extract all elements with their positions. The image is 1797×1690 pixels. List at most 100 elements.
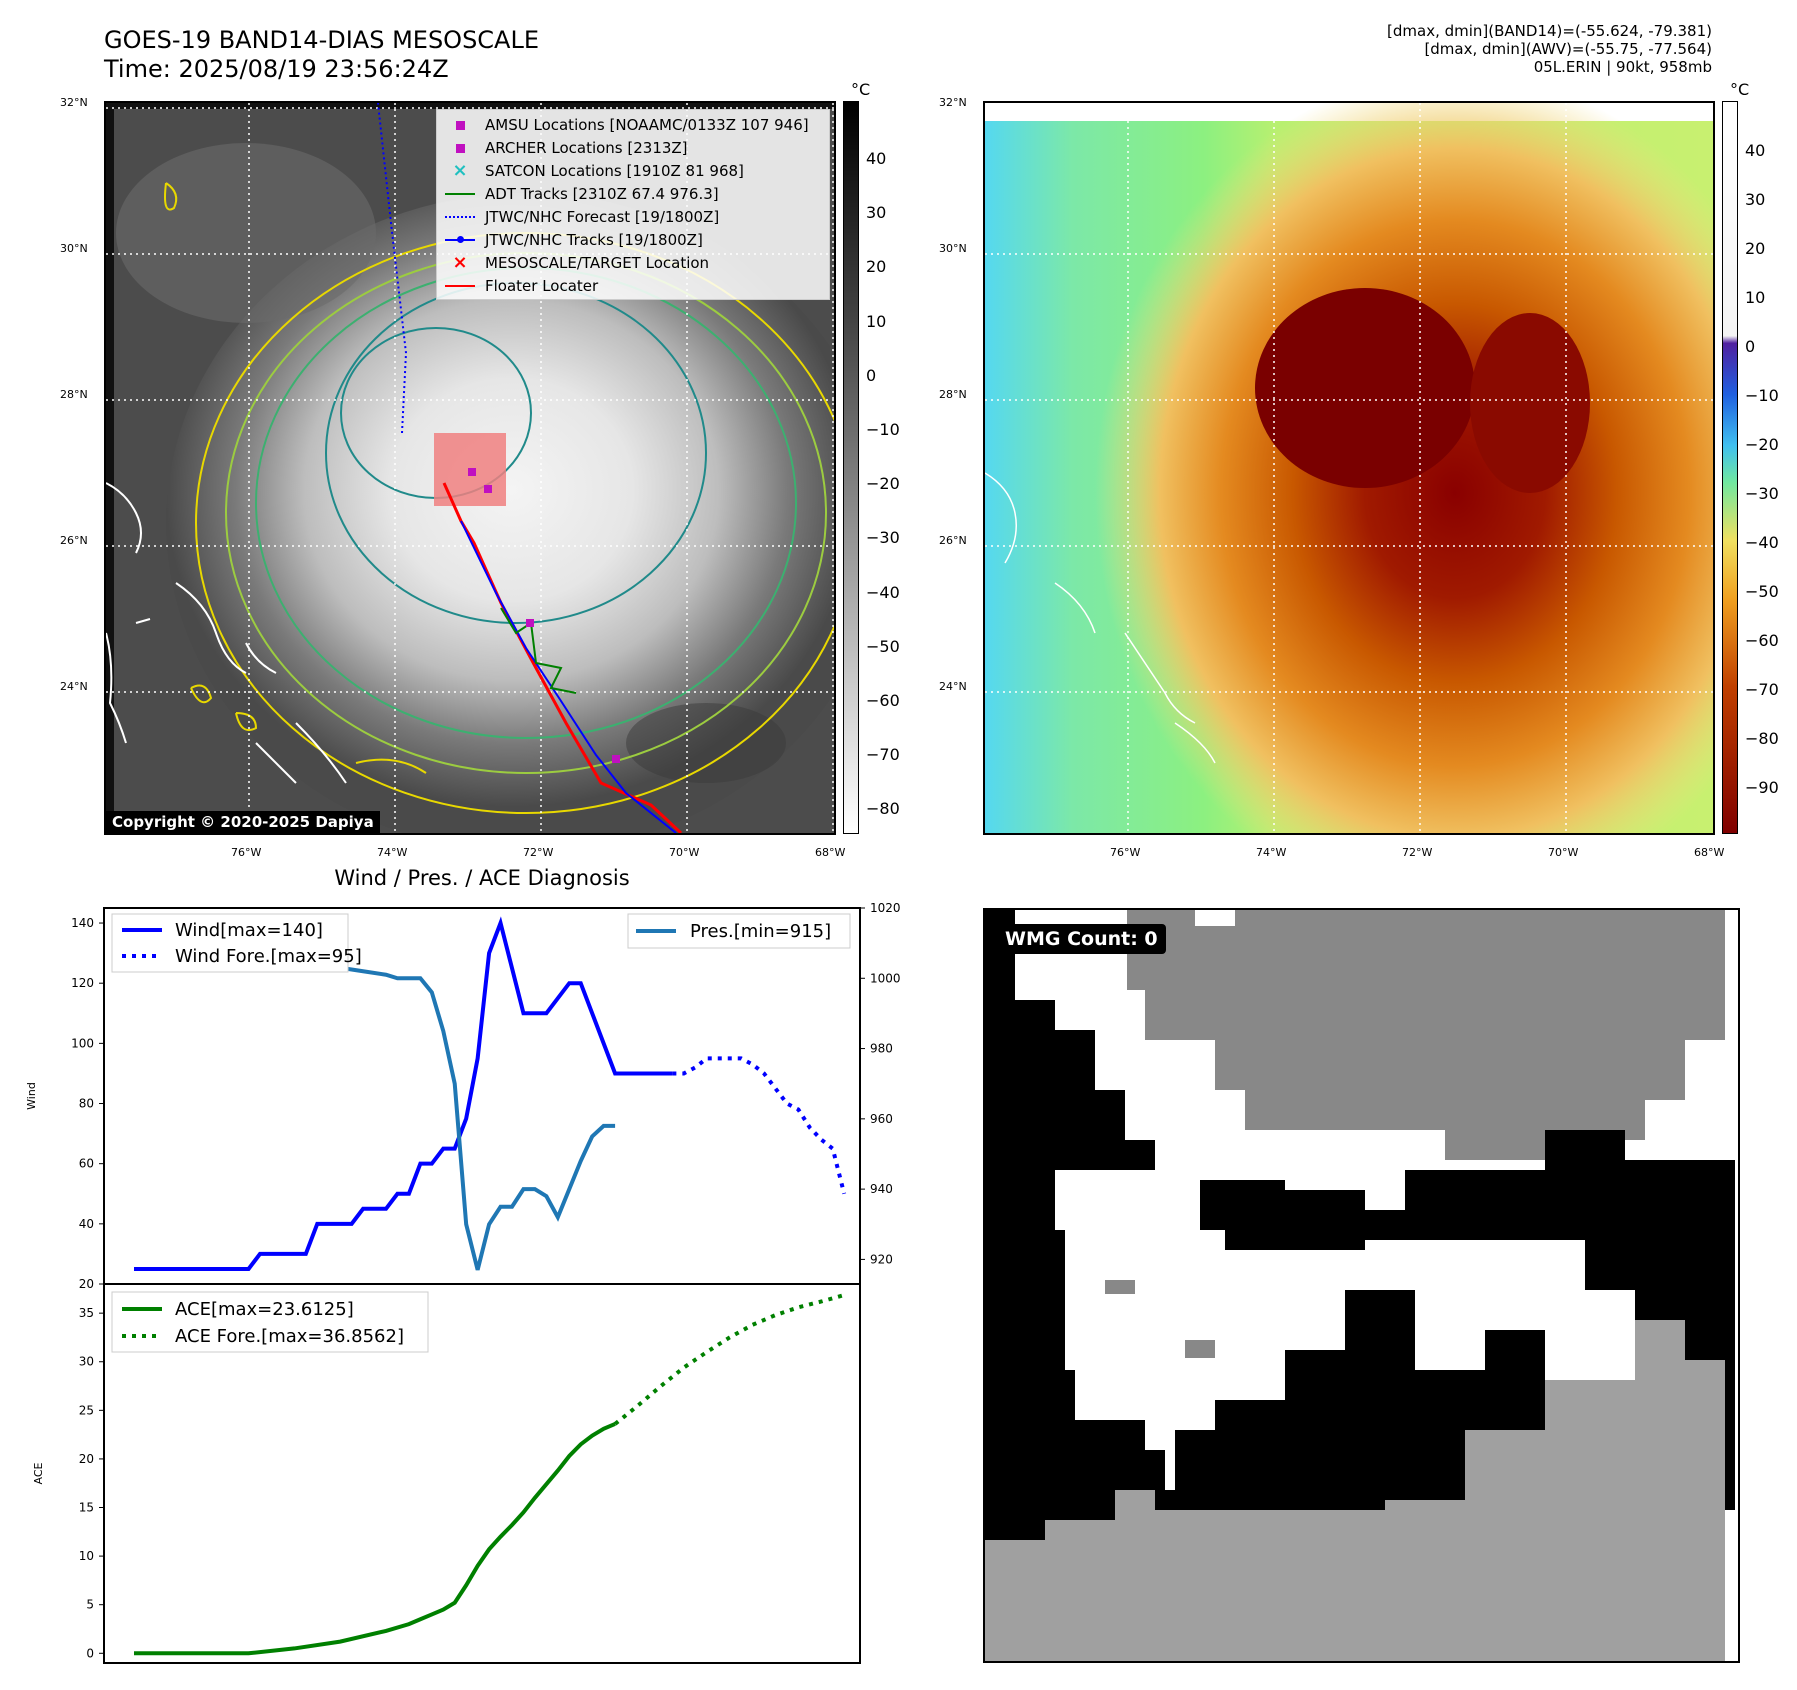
legend-marker-icon bbox=[443, 116, 477, 134]
colorbar-tick: 30 bbox=[1745, 190, 1766, 209]
wind-ytick-label: 80 bbox=[79, 1097, 94, 1111]
legend-item: ARCHER Locations [2313Z] bbox=[437, 136, 829, 159]
pres-ytick-label: 960 bbox=[870, 1112, 893, 1126]
wind-ytick-label: 140 bbox=[71, 916, 94, 930]
ace-ytick-label: 5 bbox=[86, 1598, 94, 1612]
wind-ytick-label: 100 bbox=[71, 1036, 94, 1050]
ace-series-line bbox=[134, 1422, 616, 1656]
legend-item: × MESOSCALE/TARGET Location bbox=[437, 251, 829, 274]
legend-label: Floater Locater bbox=[485, 276, 599, 295]
wind-ytick-label: 40 bbox=[79, 1217, 94, 1231]
ace-ytick-label: 20 bbox=[79, 1452, 94, 1466]
colorbar-tick: 0 bbox=[866, 365, 877, 385]
lon-label: 72°W bbox=[523, 846, 554, 859]
lon-label: 74°W bbox=[377, 846, 408, 859]
lon-label: 76°W bbox=[1110, 846, 1141, 859]
ir-colorbar bbox=[843, 101, 859, 834]
ir-legend: AMSU Locations [NOAAMC/0133Z 107 946] ARC… bbox=[436, 109, 830, 300]
ace-ytick-label: 10 bbox=[79, 1549, 94, 1563]
lat-label: 32°N bbox=[939, 96, 967, 109]
legend-item: AMSU Locations [NOAAMC/0133Z 107 946] bbox=[437, 113, 829, 136]
ace-ytick-label: 0 bbox=[86, 1646, 94, 1660]
colorbar-tick: 10 bbox=[1745, 288, 1766, 307]
legend-marker-icon bbox=[443, 231, 477, 249]
wind-ytick-label: 20 bbox=[79, 1277, 94, 1291]
legend-label: ARCHER Locations [2313Z] bbox=[485, 138, 688, 157]
legend-wind-forecast-label: Wind Fore.[max=95] bbox=[175, 946, 362, 967]
wmg-image bbox=[985, 910, 1735, 1661]
legend-marker-icon bbox=[443, 208, 477, 226]
wind-series-line bbox=[134, 916, 673, 1271]
lat-label: 26°N bbox=[60, 534, 88, 547]
lat-label: 26°N bbox=[939, 534, 967, 547]
colorbar-tick: 20 bbox=[866, 257, 887, 277]
lon-label: 72°W bbox=[1402, 846, 1433, 859]
colorbar-tick: −30 bbox=[866, 528, 900, 548]
lat-label: 32°N bbox=[60, 96, 88, 109]
pres-ytick-label: 980 bbox=[870, 1042, 893, 1056]
lat-label: 28°N bbox=[939, 388, 967, 401]
colorbar-tick: −60 bbox=[866, 691, 900, 710]
ace-axes-frame bbox=[103, 1283, 861, 1664]
awv-info: [dmax, dmin](BAND14)=(-55.624, -79.381) … bbox=[1387, 22, 1712, 76]
awv-info-line3: 05L.ERIN | 90kt, 958mb bbox=[1533, 58, 1712, 76]
lon-label: 70°W bbox=[1548, 846, 1579, 859]
awv-info-line1: [dmax, dmin](BAND14)=(-55.624, -79.381) bbox=[1387, 22, 1712, 40]
lat-label: 24°N bbox=[60, 680, 88, 693]
colorbar-tick: −40 bbox=[1745, 533, 1779, 552]
colorbar-tick: −50 bbox=[1745, 582, 1779, 601]
lon-label: 68°W bbox=[815, 846, 846, 859]
colorbar-tick: 40 bbox=[1745, 141, 1766, 160]
legend-item: ADT Tracks [2310Z 67.4 976.3] bbox=[437, 182, 829, 205]
awv-colorbar-unit: °C bbox=[1730, 80, 1750, 99]
lon-label: 76°W bbox=[231, 846, 262, 859]
colorbar-tick: 10 bbox=[866, 311, 887, 331]
wind-ytick-label: 60 bbox=[79, 1157, 94, 1171]
ace-ytick-label: 25 bbox=[79, 1403, 94, 1417]
legend-marker-icon bbox=[443, 277, 477, 295]
colorbar-tick: 30 bbox=[866, 203, 887, 223]
ir-title-line1: GOES-19 BAND14-DIAS MESOSCALE bbox=[104, 26, 540, 54]
lon-label: 68°W bbox=[1694, 846, 1725, 859]
legend-item: JTWC/NHC Tracks [19/1800Z] bbox=[437, 228, 829, 251]
ir-map-panel: Copyright © 2020-2025 Dapiya AMSU Locati… bbox=[104, 101, 836, 835]
awv-colorbar bbox=[1722, 101, 1738, 834]
colorbar-tick: −70 bbox=[866, 745, 900, 765]
legend-label: JTWC/NHC Tracks [19/1800Z] bbox=[485, 230, 703, 249]
legend-item: JTWC/NHC Forecast [19/1800Z] bbox=[437, 205, 829, 228]
awv-info-line2: [dmax, dmin](AWV)=(-55.75, -77.564) bbox=[1424, 40, 1712, 58]
wmg-count-label: WMG Count: 0 bbox=[997, 924, 1166, 954]
ace-axis-label: ACE bbox=[32, 1462, 45, 1484]
colorbar-tick: −90 bbox=[1745, 778, 1779, 797]
legend-ace-label: ACE[max=23.6125] bbox=[175, 1299, 354, 1320]
legend-marker-icon bbox=[443, 185, 477, 203]
colorbar-tick: −10 bbox=[1745, 386, 1779, 405]
ace-forecast-series-line bbox=[613, 1293, 845, 1426]
colorbar-tick: −10 bbox=[866, 420, 900, 439]
colorbar-tick: −80 bbox=[866, 799, 900, 819]
lat-label: 24°N bbox=[939, 680, 967, 693]
legend-item: × SATCON Locations [1910Z 81 968] bbox=[437, 159, 829, 182]
lon-label: 70°W bbox=[669, 846, 700, 859]
colorbar-tick: 40 bbox=[866, 149, 887, 168]
legend-label: JTWC/NHC Forecast [19/1800Z] bbox=[485, 207, 720, 226]
colorbar-tick: 20 bbox=[1745, 239, 1766, 258]
lon-label: 74°W bbox=[1256, 846, 1287, 859]
legend-label: SATCON Locations [1910Z 81 968] bbox=[485, 161, 744, 180]
legend-label: AMSU Locations [NOAAMC/0133Z 107 946] bbox=[485, 115, 809, 134]
legend-pressure-label: Pres.[min=915] bbox=[690, 921, 831, 942]
wind-legend bbox=[111, 913, 349, 973]
legend-item: Floater Locater bbox=[437, 274, 829, 297]
wind-forecast-series-line bbox=[672, 1056, 847, 1195]
colorbar-tick: −70 bbox=[1745, 680, 1779, 699]
ir-title: GOES-19 BAND14-DIAS MESOSCALE Time: 2025… bbox=[104, 26, 539, 84]
colorbar-tick: −50 bbox=[866, 636, 900, 656]
legend-ace-forecast-label: ACE Fore.[max=36.8562] bbox=[175, 1326, 404, 1347]
ace-ytick-label: 30 bbox=[79, 1355, 94, 1369]
colorbar-tick: −40 bbox=[866, 582, 900, 602]
colorbar-tick: −20 bbox=[1745, 435, 1779, 454]
pres-ytick-label: 1020 bbox=[870, 901, 900, 915]
legend-marker-icon bbox=[443, 139, 477, 157]
wind-axis-label: Wind bbox=[25, 1082, 38, 1110]
diag-title: Wind / Pres. / ACE Diagnosis bbox=[334, 866, 630, 890]
